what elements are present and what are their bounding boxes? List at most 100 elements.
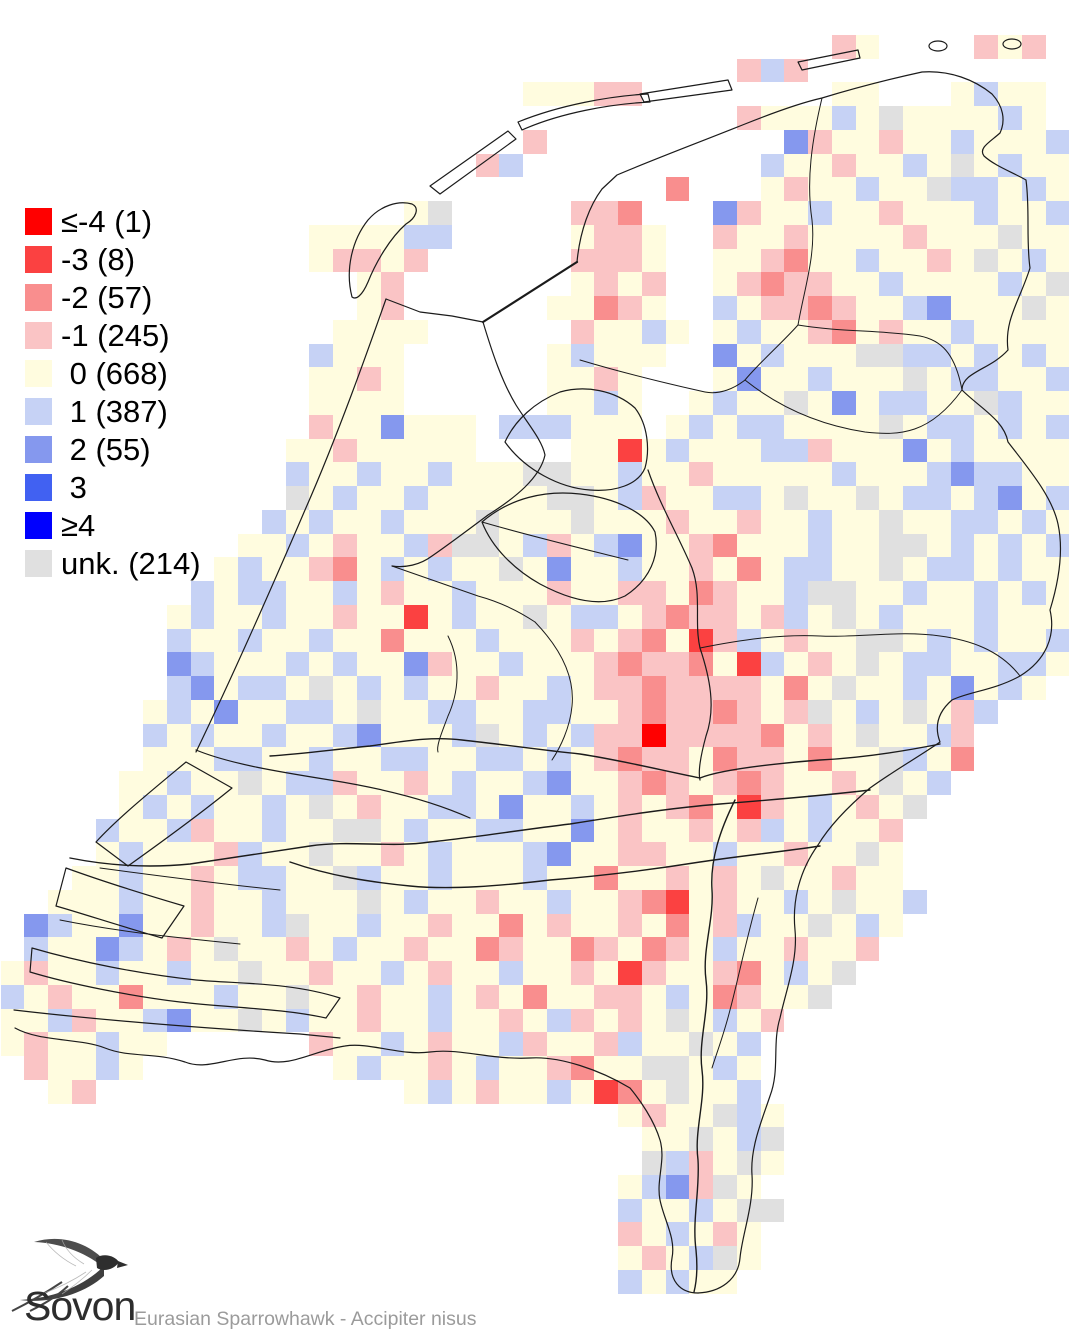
grid-cell — [618, 533, 642, 558]
grid-cell — [95, 1032, 120, 1056]
grid-cell — [380, 699, 405, 724]
grid-cell — [689, 1246, 713, 1270]
grid-cell — [831, 34, 856, 59]
grid-cell — [808, 961, 832, 985]
grid-cell — [380, 984, 405, 1009]
grid-cell — [974, 153, 998, 178]
grid-cell — [594, 438, 618, 463]
grid-cell — [451, 676, 476, 700]
grid-cell — [831, 676, 856, 700]
grid-cell — [499, 1079, 523, 1104]
grid-cell — [784, 248, 808, 273]
grid-cell — [475, 771, 500, 795]
grid-cell — [451, 747, 476, 771]
grid-cell — [998, 224, 1022, 249]
grid-cell — [665, 1222, 690, 1246]
grid-cell — [333, 842, 357, 866]
grid-cell — [784, 818, 808, 843]
grid-cell — [594, 1079, 618, 1104]
grid-cell — [333, 913, 357, 938]
grid-cell — [1045, 248, 1070, 273]
grid-cell — [333, 319, 357, 344]
grid-cell — [546, 842, 571, 866]
grid-cell — [380, 509, 405, 534]
grid-cell — [950, 723, 975, 748]
grid-cell — [950, 557, 975, 581]
grid-cell — [261, 581, 286, 605]
grid-cell — [760, 296, 785, 320]
grid-cell — [285, 533, 310, 558]
legend-item: 1 (387) — [25, 392, 201, 430]
grid-cell — [1045, 296, 1070, 320]
grid-cell — [713, 1032, 737, 1056]
grid-cell — [309, 842, 333, 866]
grid-cell — [380, 319, 405, 344]
grid-cell — [546, 296, 571, 320]
grid-cell — [855, 272, 880, 296]
grid-cell — [665, 1127, 690, 1151]
grid-cell — [499, 676, 523, 700]
grid-cell — [261, 937, 286, 961]
grid-cell — [808, 248, 832, 273]
grid-cell — [689, 438, 713, 463]
grid-cell — [285, 818, 310, 843]
grid-cell — [618, 961, 642, 985]
grid-cell — [570, 509, 595, 534]
grid-cell — [950, 462, 975, 486]
grid-cell — [570, 866, 595, 890]
grid-cell — [356, 343, 381, 368]
grid-cell — [879, 129, 903, 154]
grid-cell — [831, 604, 856, 629]
grid-cell — [95, 1056, 120, 1080]
grid-cell — [546, 652, 571, 676]
grid-cell — [903, 604, 927, 629]
grid-cell — [618, 296, 642, 320]
grid-cell — [855, 438, 880, 463]
grid-cell — [1021, 438, 1046, 463]
grid-cell — [784, 153, 808, 178]
grid-cell — [95, 1008, 120, 1033]
grid-cell — [784, 486, 808, 510]
grid-cell — [261, 889, 286, 914]
grid-cell — [760, 628, 785, 653]
grid-cell — [333, 557, 357, 581]
grid-cell — [736, 557, 761, 581]
grid-cell — [903, 533, 927, 558]
grid-cell — [665, 1079, 690, 1104]
grid-cell — [1021, 153, 1046, 178]
grid-cell — [166, 937, 191, 961]
grid-cell — [546, 581, 571, 605]
grid-cell — [1045, 201, 1070, 225]
grid-cell — [784, 866, 808, 890]
grid-cell — [594, 984, 618, 1009]
grid-cell — [1045, 628, 1070, 653]
grid-cell — [831, 129, 856, 154]
grid-cell — [475, 676, 500, 700]
grid-cell — [808, 604, 832, 629]
grid-cell — [1045, 129, 1070, 154]
grid-cell — [689, 1127, 713, 1151]
grid-cell — [760, 842, 785, 866]
grid-cell — [119, 866, 143, 890]
grid-cell — [879, 604, 903, 629]
grid-cell — [285, 557, 310, 581]
grid-cell — [665, 1056, 690, 1080]
grid-cell — [736, 1246, 761, 1270]
grid-cell — [594, 842, 618, 866]
grid-cell — [926, 604, 951, 629]
grid-cell — [855, 842, 880, 866]
grid-cell — [499, 794, 523, 819]
grid-cell — [285, 486, 310, 510]
legend-label: 2 (55) — [61, 431, 151, 467]
grid-cell — [499, 486, 523, 510]
grid-cell — [143, 984, 167, 1009]
grid-cell — [428, 628, 452, 653]
grid-cell — [998, 486, 1022, 510]
grid-cell — [760, 771, 785, 795]
grid-cell — [950, 201, 975, 225]
grid-cell — [736, 509, 761, 534]
grid-cell — [760, 272, 785, 296]
grid-cell — [380, 272, 405, 296]
grid-cell — [1045, 153, 1070, 178]
grid-cell — [594, 248, 618, 273]
